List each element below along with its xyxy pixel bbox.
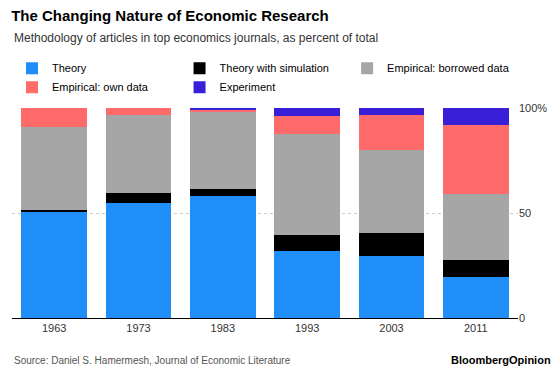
svg-text:Empirical: own data: Empirical: own data	[52, 81, 149, 93]
svg-text:1993: 1993	[295, 322, 319, 334]
svg-text:2003: 2003	[379, 322, 403, 334]
svg-text:Source: Daniel S. Hamermesh, J: Source: Daniel S. Hamermesh, Journal of …	[14, 355, 291, 366]
svg-text:Empirical: borrowed data: Empirical: borrowed data	[387, 62, 510, 74]
svg-text:0: 0	[519, 312, 525, 324]
svg-text:50: 50	[519, 207, 531, 219]
svg-text:Theory with simulation: Theory with simulation	[220, 62, 329, 74]
svg-text:1963: 1963	[42, 322, 66, 334]
svg-text:Theory: Theory	[52, 62, 87, 74]
svg-text:2011: 2011	[464, 322, 488, 334]
svg-text:1983: 1983	[211, 322, 235, 334]
svg-text:100%: 100%	[519, 102, 547, 114]
svg-text:The Changing Nature of Economi: The Changing Nature of Economic Research	[11, 7, 329, 24]
svg-text:Experiment: Experiment	[220, 81, 276, 93]
svg-text:BloombergOpinion: BloombergOpinion	[451, 354, 551, 366]
svg-text:1973: 1973	[126, 322, 150, 334]
svg-text:Methodology of articles in top: Methodology of articles in top economics…	[14, 31, 378, 45]
